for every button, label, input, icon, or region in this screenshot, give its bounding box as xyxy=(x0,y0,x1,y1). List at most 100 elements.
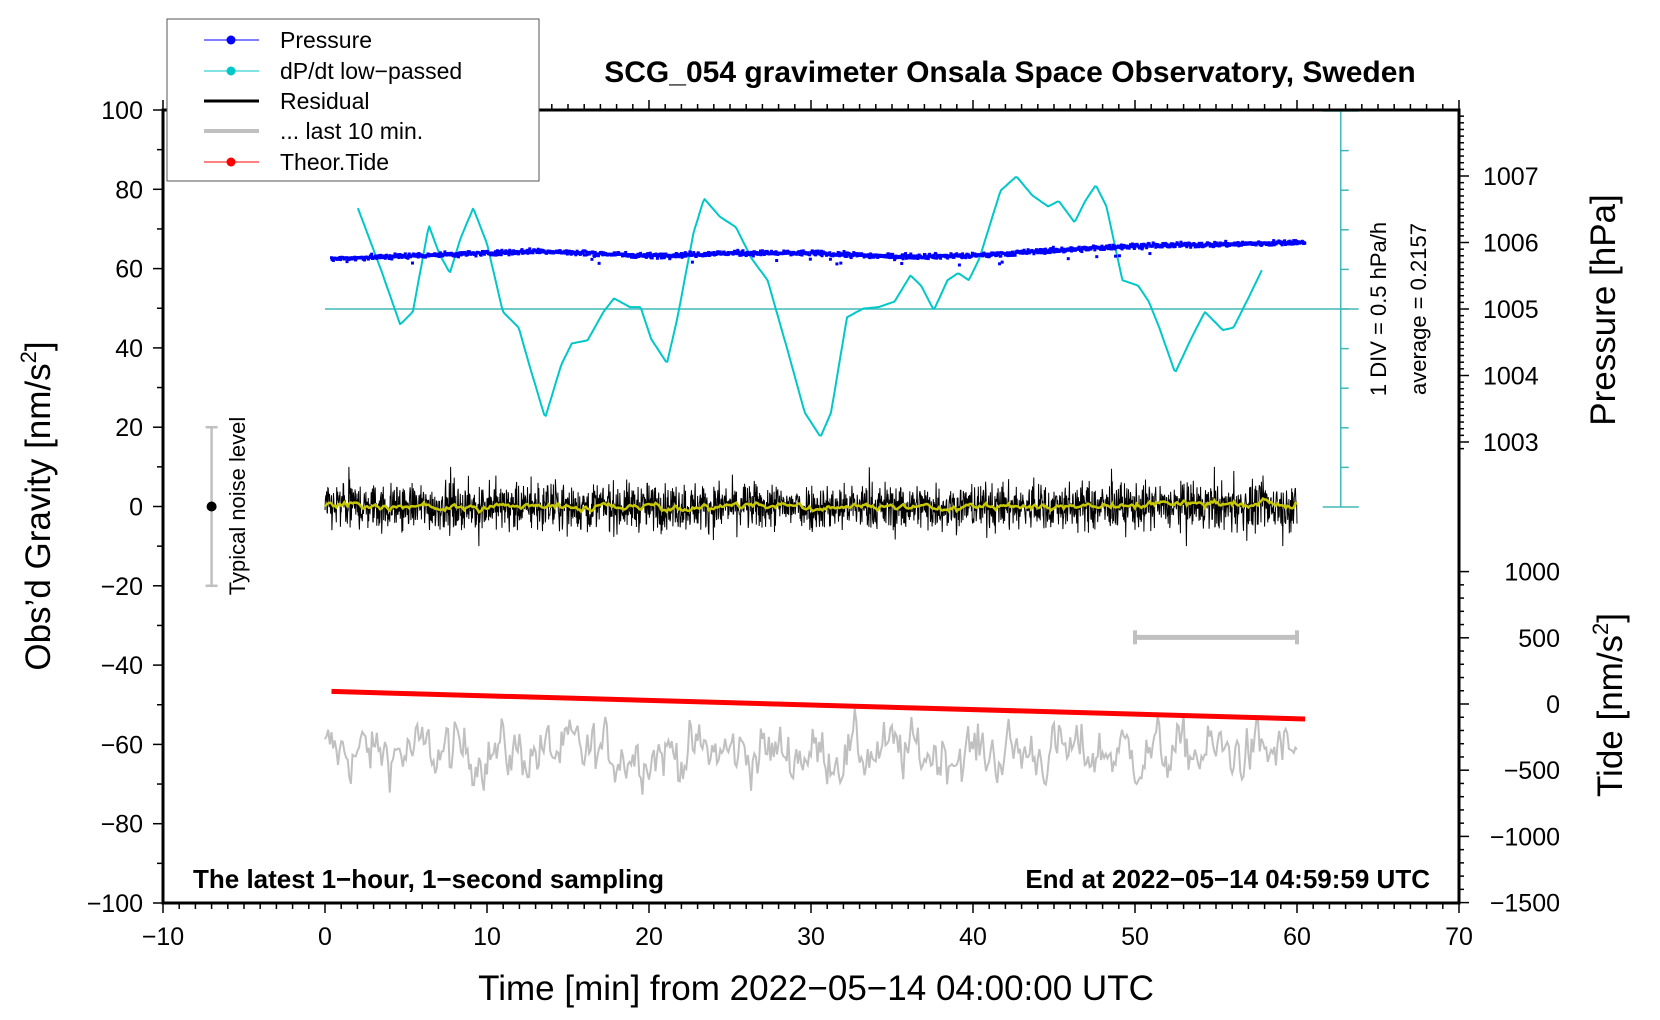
x-tick-label: 30 xyxy=(797,923,825,951)
pressure-point xyxy=(363,258,367,262)
pressure-point xyxy=(1148,252,1152,256)
pressure-point xyxy=(410,261,414,265)
pressure-point xyxy=(385,253,389,257)
pressure-point xyxy=(629,252,633,256)
pressure-point xyxy=(500,248,504,252)
pressure-point xyxy=(812,250,816,254)
pressure-point xyxy=(872,255,876,259)
pressure-point xyxy=(842,250,846,254)
pressure-point xyxy=(964,256,968,260)
pressure-point xyxy=(1150,244,1154,248)
pressure-point xyxy=(997,251,1001,255)
legend-label: Pressure xyxy=(280,27,372,53)
pressure-tick-label: 1004 xyxy=(1483,363,1539,391)
pressure-point xyxy=(369,255,373,259)
pressure-point xyxy=(1139,243,1143,247)
pressure-point xyxy=(437,255,441,259)
pressure-point xyxy=(828,251,832,255)
pressure-point xyxy=(331,258,335,262)
pressure-point xyxy=(1000,260,1004,264)
x-tick-label: −10 xyxy=(142,923,184,951)
pressure-point xyxy=(915,254,919,258)
pressure-point xyxy=(366,257,370,261)
pressure-point xyxy=(738,251,742,255)
pressure-point xyxy=(966,253,970,257)
pressure-point xyxy=(400,255,404,259)
pressure-point xyxy=(1278,240,1282,244)
y-axis-label-end: ] xyxy=(19,341,58,351)
pressure-point xyxy=(1108,243,1112,247)
pressure-point xyxy=(1038,247,1042,251)
pressure-tick-label: 1003 xyxy=(1483,429,1539,457)
noise-level-label: Typical noise level xyxy=(225,417,250,596)
series-layer xyxy=(205,110,1359,795)
pressure-point xyxy=(944,253,948,257)
pressure-point xyxy=(934,252,938,256)
pressure-tick-label: 1006 xyxy=(1483,230,1539,258)
pressure-point xyxy=(1145,244,1149,248)
pressure-point xyxy=(1208,242,1212,246)
pressure-point xyxy=(1127,246,1131,250)
pressure-point xyxy=(911,256,915,260)
pressure-point xyxy=(600,250,604,254)
legend-label: Theor.Tide xyxy=(280,149,389,175)
pressure-point xyxy=(957,263,961,267)
pressure-point xyxy=(1147,242,1151,246)
pressure-point xyxy=(922,255,926,259)
pressure-point xyxy=(781,252,785,256)
pressure-point xyxy=(650,256,654,260)
pressure-point xyxy=(506,250,510,254)
pressure-point xyxy=(1290,240,1294,244)
pressure-point xyxy=(900,261,904,265)
pressure-point xyxy=(1041,248,1045,252)
tide-series-line xyxy=(331,688,1306,722)
pressure-point xyxy=(808,253,812,257)
pressure-point xyxy=(707,250,711,254)
pressure-point xyxy=(456,255,460,259)
pressure-point xyxy=(659,256,663,260)
pressure-point xyxy=(1066,257,1070,261)
legend-item: dP/dt low−passed xyxy=(204,58,462,84)
pressure-point xyxy=(1069,249,1073,253)
pressure-point xyxy=(1114,254,1118,258)
chart-title: SCG_054 gravimeter Onsala Space Observat… xyxy=(604,56,1416,89)
pressure-point xyxy=(1093,248,1097,252)
pressure-point xyxy=(928,252,932,256)
pressure-point xyxy=(852,251,856,255)
pressure-point xyxy=(463,250,467,254)
pressure-point xyxy=(839,261,843,265)
pressure-point xyxy=(989,253,993,257)
pressure-point xyxy=(507,253,511,257)
pressure-point xyxy=(893,256,897,260)
pressure-point xyxy=(932,253,936,257)
pressure-point xyxy=(1235,242,1239,246)
y-axis-label-sup: 2 xyxy=(16,351,41,363)
tide-axis-label-end: ] xyxy=(1591,613,1630,623)
noise-level-dot xyxy=(206,501,217,512)
pressure-point xyxy=(597,261,601,265)
pressure-point xyxy=(694,254,698,258)
pressure-point xyxy=(499,253,503,257)
pressure-point xyxy=(751,254,755,258)
pressure-point xyxy=(591,250,595,254)
pressure-point xyxy=(1154,245,1158,249)
x-tick-label: 0 xyxy=(318,923,332,951)
pressure-point xyxy=(955,252,959,256)
pressure-point xyxy=(959,253,963,257)
legend-swatch-marker xyxy=(226,35,236,45)
pressure-point xyxy=(1283,239,1287,243)
pressure-point xyxy=(479,253,483,257)
pressure-point xyxy=(736,248,740,252)
pressure-point xyxy=(495,251,499,255)
pressure-point xyxy=(838,251,842,255)
pressure-point xyxy=(1198,244,1202,248)
pressure-point xyxy=(1106,247,1110,251)
pressure-point xyxy=(1187,241,1191,245)
pressure-point xyxy=(935,256,939,260)
pressure-point xyxy=(1051,245,1055,249)
y-axis-label: Obs’d Gravity [nm/s2] xyxy=(16,341,58,670)
pressure-point xyxy=(432,253,436,257)
pressure-point xyxy=(1060,246,1064,250)
pressure-point xyxy=(714,252,718,256)
tide-tick-label: −1500 xyxy=(1490,890,1560,918)
